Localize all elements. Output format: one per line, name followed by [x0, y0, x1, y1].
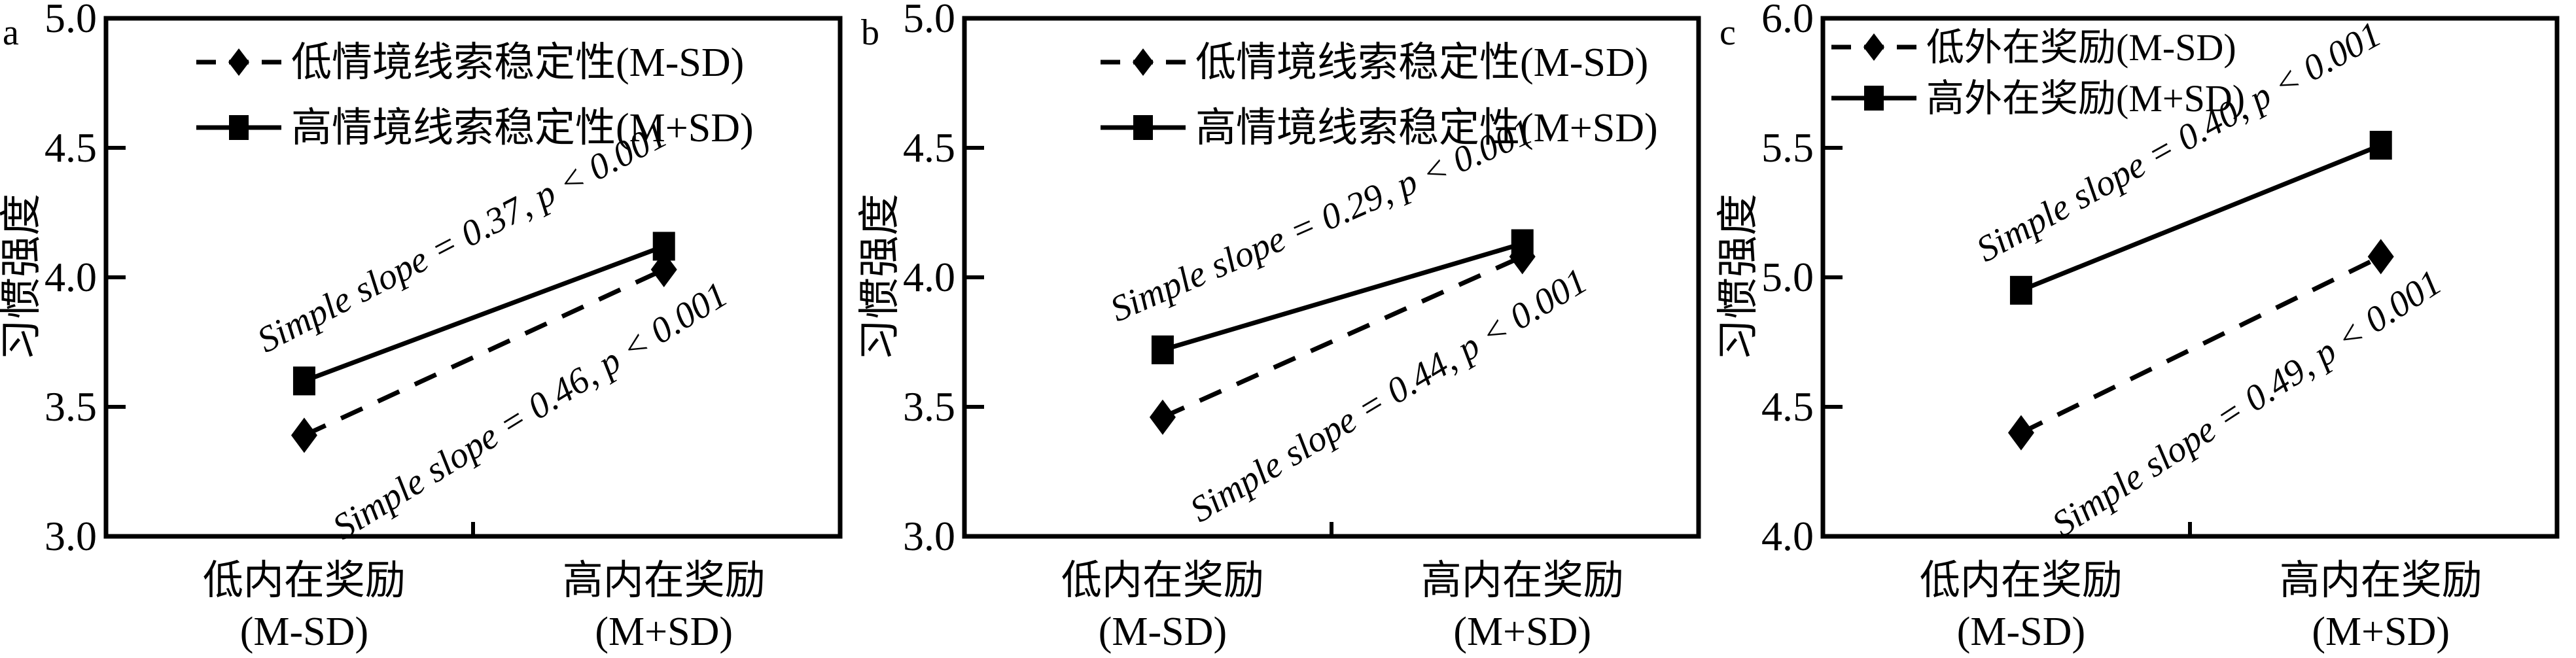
- legend-square-marker: [229, 115, 249, 140]
- data-point-square: [2009, 275, 2032, 305]
- x-category-label: 高内在奖励: [1421, 559, 1624, 603]
- legend-label: 低情境线索稳定性(M-SD): [1195, 41, 1648, 85]
- legend-diamond-marker: [1133, 48, 1154, 76]
- data-point-diamond: [1149, 399, 1176, 435]
- x-category-sublabel: (M-SD): [1099, 610, 1227, 654]
- series-line-solid: [1161, 241, 1523, 353]
- data-point-square: [2369, 131, 2392, 160]
- series-line-dashed: [303, 267, 665, 438]
- legend-label: 高情境线索稳定性(M+SD): [1195, 106, 1658, 150]
- y-tick-label: 4.5: [44, 124, 97, 171]
- y-axis-title: 习惯强度: [1717, 194, 1761, 361]
- plot-border: [1820, 16, 2560, 539]
- y-axis-title: 习惯强度: [0, 194, 44, 361]
- x-category-sublabel: (M+SD): [1453, 610, 1591, 654]
- panel-letter: a: [3, 12, 19, 53]
- x-category-sublabel: (M+SD): [2312, 610, 2450, 654]
- x-category-sublabel: (M-SD): [1957, 610, 2085, 654]
- legend-diamond-marker: [228, 48, 249, 76]
- y-tick-label: 4.5: [1761, 383, 1814, 430]
- y-tick-label: 5.0: [1761, 254, 1814, 300]
- y-tick-label: 5.0: [903, 0, 955, 41]
- plot-border: [103, 16, 843, 539]
- panel-letter: b: [861, 12, 879, 53]
- data-point-diamond: [291, 417, 317, 453]
- y-tick-label: 4.5: [903, 124, 955, 171]
- y-tick-label: 4.0: [44, 254, 97, 300]
- plot-border: [962, 16, 1701, 539]
- y-tick-label: 5.0: [44, 0, 97, 41]
- legend-label: 高外在奖励(M+SD): [1926, 77, 2245, 120]
- x-category-label: 低内在奖励: [203, 559, 406, 603]
- series-line-solid: [303, 244, 665, 383]
- data-point-square: [1511, 229, 1534, 258]
- legend-label: 低情境线索稳定性(M-SD): [291, 41, 744, 85]
- data-point-diamond: [2367, 239, 2394, 275]
- legend-label: 低外在奖励(M-SD): [1926, 26, 2236, 69]
- legend-square-marker: [1864, 86, 1884, 111]
- panel-letter: c: [1720, 12, 1736, 53]
- y-tick-label: 4.0: [903, 254, 955, 300]
- x-category-sublabel: (M+SD): [595, 610, 733, 654]
- x-category-label: 低内在奖励: [1061, 559, 1264, 603]
- data-point-square: [652, 232, 675, 261]
- x-category-sublabel: (M-SD): [240, 610, 368, 654]
- y-tick-label: 5.5: [1761, 124, 1814, 171]
- y-tick-label: 3.0: [44, 513, 97, 559]
- panel-a-chart: 5.0 4.5 4.0 3.5 3.0 习惯强度 a 低内在奖励 (M-SD) 高内在奖励 (M+S…: [0, 0, 858, 658]
- y-tick-label: 4.0: [1761, 513, 1814, 559]
- panel-b-chart: 5.0 4.5 4.0 3.5 3.0 习惯强度 b 低内在奖励 (M-SD) 高内在奖励 (M+S…: [858, 0, 1717, 658]
- series-line-dashed: [1161, 254, 1524, 420]
- y-tick-label: 3.5: [903, 383, 955, 430]
- y-tick-label: 6.0: [1761, 0, 1814, 41]
- legend-square-marker: [1133, 115, 1153, 140]
- data-point-diamond: [2007, 415, 2034, 451]
- panel-c-chart: 6.0 5.5 5.0 4.5 4.0 习惯强度 c 低内在奖励 (M-SD) 高内在奖励 (M+S…: [1717, 0, 2576, 658]
- series-line-solid: [2020, 143, 2382, 293]
- x-category-label: 低内在奖励: [1920, 559, 2123, 603]
- data-point-diamond: [650, 252, 677, 288]
- legend-diamond-marker: [1863, 33, 1884, 61]
- y-tick-label: 3.0: [903, 513, 955, 559]
- y-axis-title: 习惯强度: [858, 194, 903, 361]
- x-category-label: 高内在奖励: [2280, 559, 2482, 603]
- data-point-square: [292, 366, 315, 396]
- data-point-square: [1151, 335, 1174, 364]
- x-category-label: 高内在奖励: [563, 559, 766, 603]
- legend-label: 高情境线索稳定性(M+SD): [291, 106, 754, 150]
- series-line-dashed: [2020, 254, 2382, 435]
- y-tick-label: 3.5: [44, 383, 97, 430]
